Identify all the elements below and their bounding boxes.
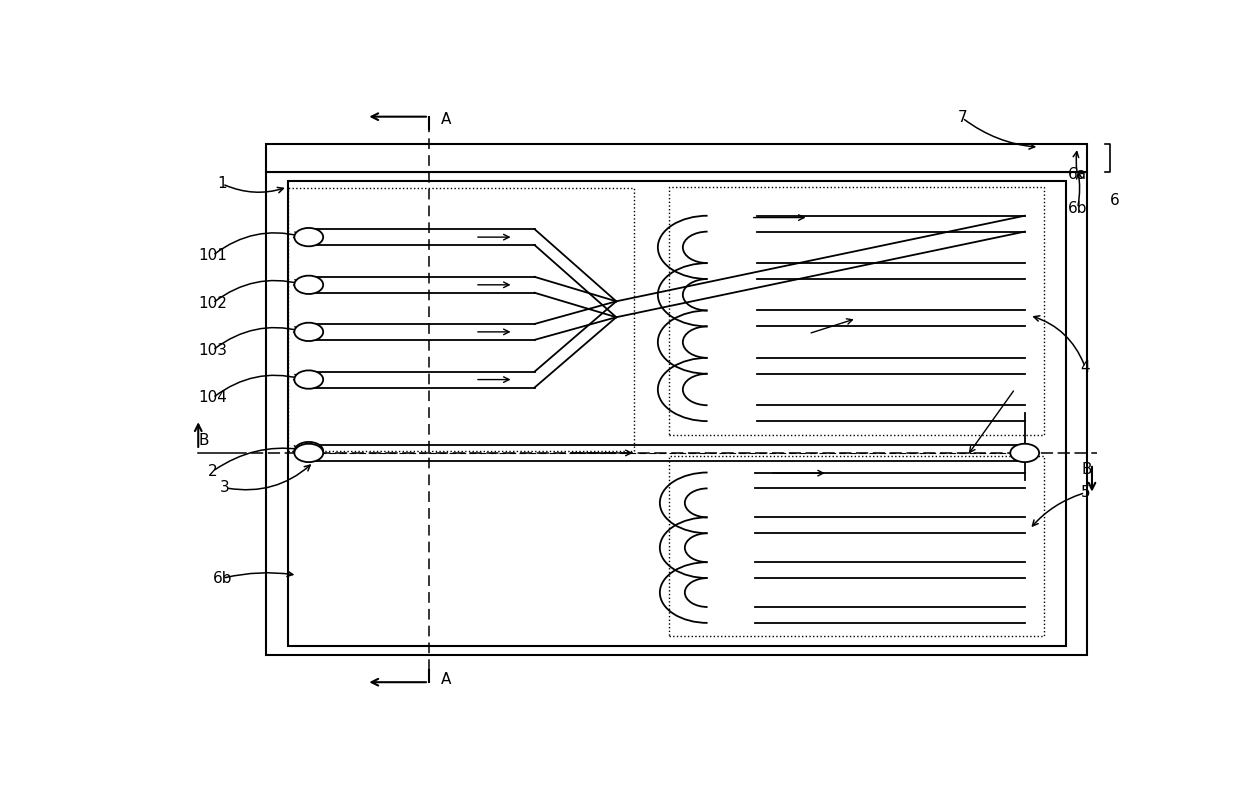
Bar [265,172,1087,655]
Text: 4: 4 [1080,360,1090,375]
Text: A: A [440,112,451,127]
Bar [288,188,634,451]
Bar [265,145,1087,172]
Text: B: B [198,433,208,448]
Circle shape [1011,444,1039,462]
Text: 6: 6 [1110,193,1120,208]
Circle shape [294,276,324,294]
Circle shape [294,322,324,341]
Text: 2: 2 [208,464,217,479]
Text: 102: 102 [198,295,227,310]
Text: 3: 3 [221,480,231,495]
Bar [670,187,1044,434]
Text: 103: 103 [198,343,227,358]
Bar [288,181,1066,646]
Text: 104: 104 [198,391,227,406]
Text: 101: 101 [198,248,227,263]
Text: 1: 1 [217,176,227,191]
Circle shape [294,228,324,246]
Text: 7: 7 [957,110,967,125]
Text: 6a: 6a [1068,168,1087,183]
Text: 5: 5 [1080,485,1090,500]
Text: 6b: 6b [212,571,232,586]
Circle shape [294,444,324,462]
Text: B: B [1081,462,1092,477]
Text: 6b: 6b [1068,201,1087,216]
Text: A: A [440,672,451,687]
Circle shape [294,442,324,461]
Circle shape [294,370,324,389]
Bar [670,456,1044,636]
